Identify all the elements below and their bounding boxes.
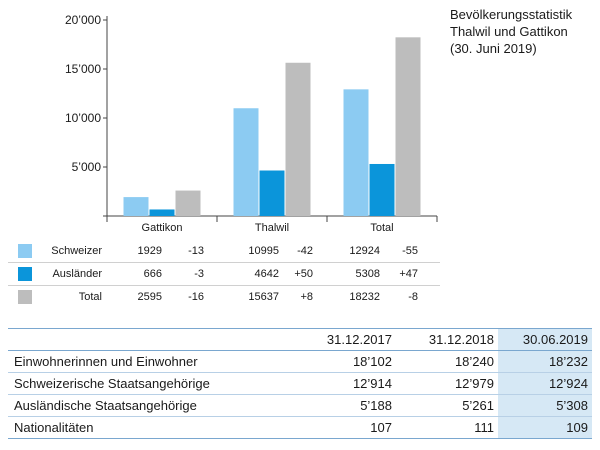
summary-row-label: Einwohnerinnen und Einwohner <box>8 350 294 373</box>
bar-ausländer-thalwil <box>259 170 285 216</box>
summary-row-label: Ausländische Staatsangehörige <box>8 394 294 417</box>
value-cell: 12924 <box>349 245 380 257</box>
value-cell: 1929 <box>137 245 162 257</box>
data-row-label: Ausländer <box>52 268 102 280</box>
change-cell: +47 <box>399 268 418 280</box>
title-line-3: (30. Juni 2019) <box>450 41 537 56</box>
x-tick-label: Total <box>370 222 393 234</box>
summary-cell: 109 <box>498 416 592 439</box>
value-cell: 18232 <box>349 291 380 303</box>
summary-cell: 18’240 <box>396 350 498 373</box>
summary-cell: 5’188 <box>294 394 396 417</box>
change-cell: -42 <box>297 245 313 257</box>
x-tick-label: Gattikon <box>142 222 183 234</box>
bar-total-total <box>395 37 421 216</box>
summary-cell: 5’261 <box>396 394 498 417</box>
title-line-1: Bevölkerungsstatistik <box>450 7 573 22</box>
summary-cell: 12’914 <box>294 372 396 395</box>
legend-swatch-total <box>18 290 32 304</box>
summary-cell: 18’102 <box>294 350 396 373</box>
value-cell: 5308 <box>355 268 380 280</box>
change-cell: -13 <box>188 245 204 257</box>
value-cell: 10995 <box>248 245 279 257</box>
bar-ausländer-total <box>369 163 395 216</box>
summary-cell: 111 <box>396 416 498 439</box>
change-cell: -8 <box>408 291 418 303</box>
summary-row-label: Schweizerische Staatsangehörige <box>8 372 294 395</box>
value-cell: 2595 <box>137 291 162 303</box>
y-tick-label: 10’000 <box>65 111 101 125</box>
y-tick-label: 20’000 <box>65 13 101 27</box>
x-tick-label: Thalwil <box>255 222 289 234</box>
chart-data-table: Schweizer 1929 -13 10995 -42 12924 -55 A… <box>8 240 440 308</box>
summary-cell: 12’979 <box>396 372 498 395</box>
summary-cell: 5’308 <box>498 394 592 417</box>
summary-row-auslaendische: Ausländische Staatsangehörige 5’188 5’26… <box>8 394 592 417</box>
y-tick-label: 15’000 <box>65 62 101 76</box>
summary-header-row: 31.12.2017 31.12.2018 30.06.2019 <box>8 328 592 351</box>
y-tick-label: 5’000 <box>72 160 102 174</box>
value-cell: 4642 <box>254 268 279 280</box>
summary-cell: 18’232 <box>498 350 592 373</box>
summary-row-einwohner: Einwohnerinnen und Einwohner 18’102 18’2… <box>8 350 592 373</box>
title-line-2: Thalwil und Gattikon <box>450 24 568 39</box>
bar-schweizer-total <box>343 89 369 216</box>
population-summary-table: 31.12.2017 31.12.2018 30.06.2019 Einwohn… <box>8 328 592 439</box>
bar-schweizer-thalwil <box>233 108 259 216</box>
bar-total-gattikon <box>175 190 201 216</box>
change-cell: -16 <box>188 291 204 303</box>
change-cell: -3 <box>194 268 204 280</box>
summary-row-label: Nationalitäten <box>8 416 294 439</box>
change-cell: +50 <box>294 268 313 280</box>
legend-swatch-schweizer <box>18 244 32 258</box>
summary-cell: 107 <box>294 416 396 439</box>
data-row-schweizer: Schweizer 1929 -13 10995 -42 12924 -55 <box>8 240 440 263</box>
chart-title: Bevölkerungsstatistik Thalwil und Gattik… <box>450 6 598 57</box>
data-row-auslaender: Ausländer 666 -3 4642 +50 5308 +47 <box>8 263 440 286</box>
value-cell: 666 <box>143 268 162 280</box>
change-cell: -55 <box>402 245 418 257</box>
summary-header-2017: 31.12.2017 <box>294 328 396 351</box>
summary-header-blank <box>8 328 294 351</box>
bar-schweizer-gattikon <box>123 197 149 216</box>
summary-cell: 12’924 <box>498 372 592 395</box>
legend-swatch-auslaender <box>18 267 32 281</box>
bar-chart: 5’000 10’000 15’000 20’000 Gattikon Thalwil To… <box>65 13 438 234</box>
bar-total-thalwil <box>285 62 311 216</box>
bar-ausländer-gattikon <box>149 209 175 216</box>
data-row-label: Schweizer <box>51 245 102 257</box>
value-cell: 15637 <box>248 291 279 303</box>
data-row-total: Total 2595 -16 15637 +8 18232 -8 <box>8 286 440 308</box>
summary-row-nationalitaeten: Nationalitäten 107 111 109 <box>8 416 592 439</box>
summary-header-2018: 31.12.2018 <box>396 328 498 351</box>
change-cell: +8 <box>300 291 313 303</box>
summary-header-2019: 30.06.2019 <box>498 328 592 351</box>
summary-row-schweizerische: Schweizerische Staatsangehörige 12’914 1… <box>8 372 592 395</box>
data-row-label: Total <box>78 291 102 303</box>
